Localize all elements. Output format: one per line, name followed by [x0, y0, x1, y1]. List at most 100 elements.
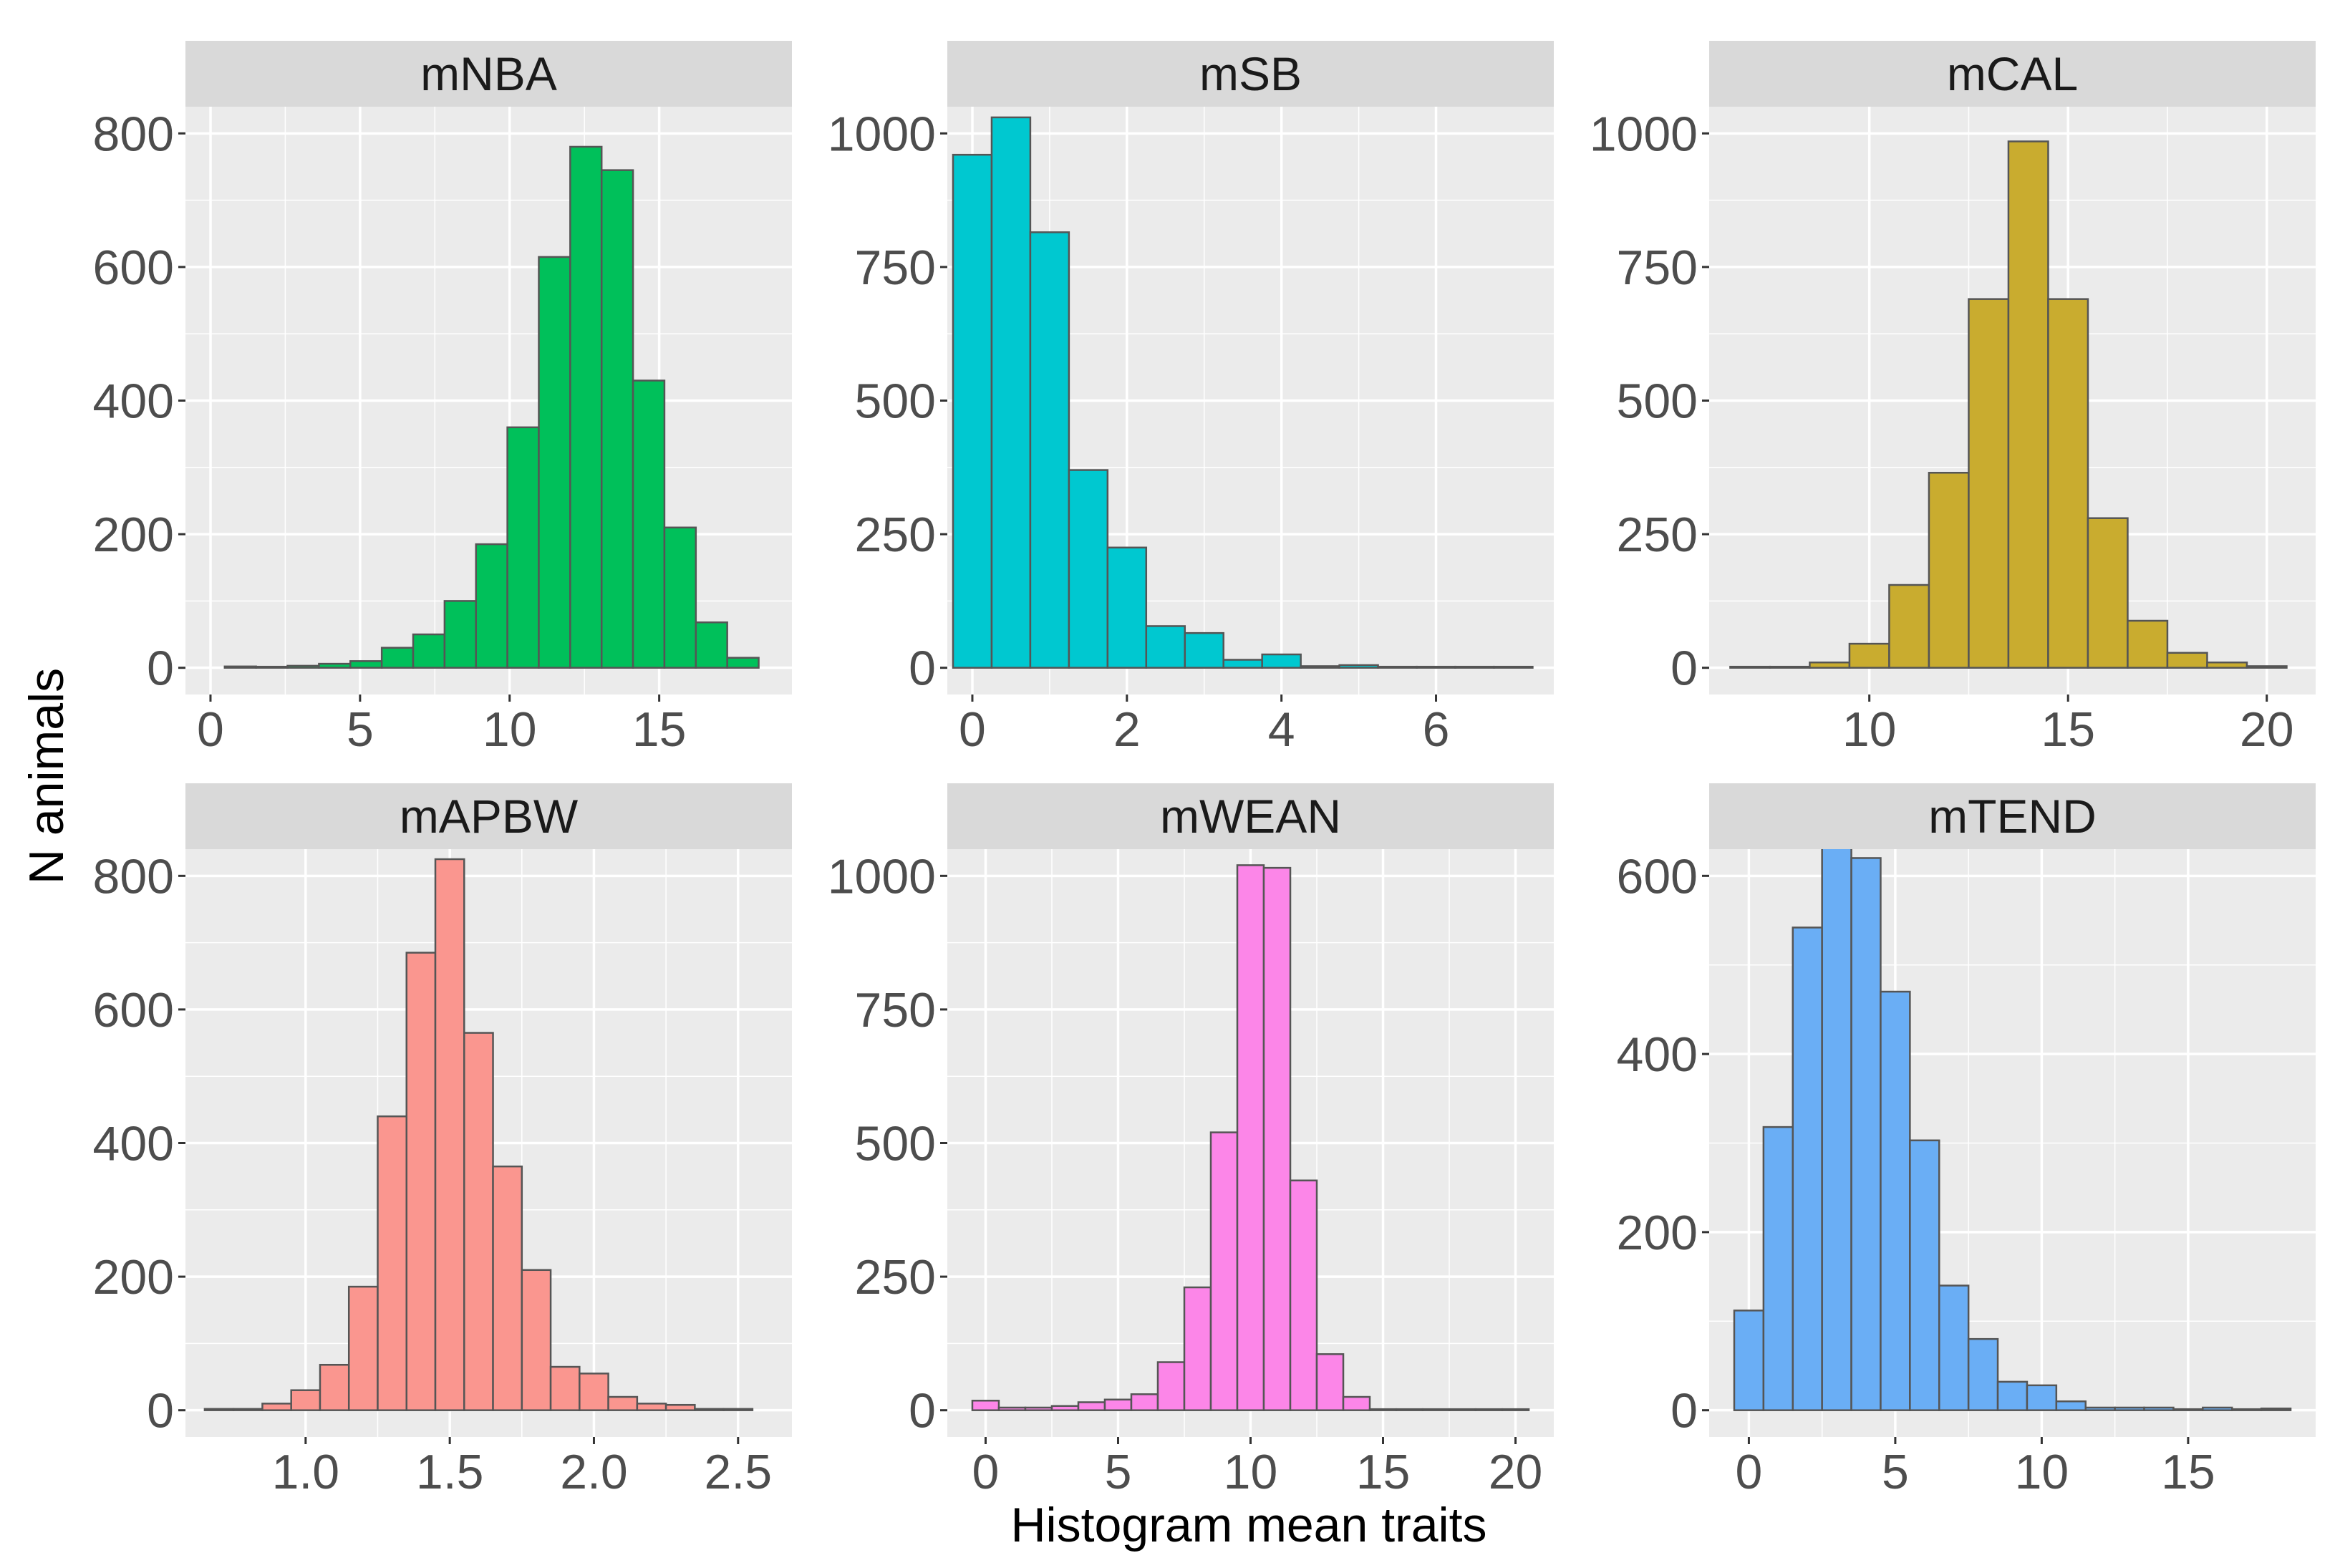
- x-tick-label: 10: [483, 702, 537, 757]
- histogram-bar: [1850, 857, 1882, 1411]
- histogram-bar: [1106, 546, 1148, 669]
- histogram-bar: [2143, 1406, 2175, 1411]
- y-tick-label: 0: [909, 1384, 936, 1438]
- x-tick-label: 0: [959, 702, 986, 757]
- y-tick-label: 500: [1617, 374, 1698, 429]
- x-tick-label: 5: [1105, 1445, 1132, 1499]
- histogram-bar: [2055, 1400, 2087, 1411]
- histogram-bar: [1300, 665, 1340, 669]
- histogram-bar: [2230, 1408, 2263, 1411]
- histogram-bar: [405, 952, 437, 1411]
- x-tick-label: 20: [1489, 1445, 1543, 1499]
- histogram-bar: [255, 665, 289, 669]
- histogram-bar: [521, 1269, 552, 1411]
- histogram-bar: [1501, 1408, 1530, 1411]
- x-tick-label: 0: [972, 1445, 1000, 1499]
- histogram-bar: [1315, 1353, 1345, 1411]
- histogram-bar: [2127, 619, 2169, 669]
- histogram-bar: [2206, 661, 2248, 669]
- histogram-bar: [1262, 866, 1292, 1411]
- histogram-bar: [1183, 1286, 1212, 1411]
- histogram-bar: [694, 1408, 725, 1411]
- histogram-bar: [971, 1399, 1000, 1411]
- histogram-bar: [990, 116, 1032, 669]
- facet-mnba: mNBA 0 200 400 600 800 0 5 10 15: [93, 41, 792, 757]
- histogram-bar: [695, 621, 728, 669]
- y-tick-label: 0: [909, 642, 936, 696]
- facet-msb: mSB 0 250 500 750 1000 0 2 4 6: [828, 41, 1554, 757]
- y-tick-label: 600: [1617, 849, 1698, 904]
- histogram-bar: [1762, 1126, 1794, 1411]
- y-tick-label: 1000: [828, 849, 936, 904]
- histogram-bar: [492, 1165, 523, 1411]
- y-tick-label: 800: [93, 849, 174, 904]
- y-tick-label: 800: [93, 107, 174, 161]
- y-tick-label: 200: [1617, 1206, 1698, 1260]
- histogram-bar: [319, 1363, 350, 1411]
- histogram-bar: [1024, 1406, 1053, 1411]
- histogram-bar: [664, 1403, 696, 1411]
- histogram-bar: [1145, 625, 1186, 669]
- histogram-bar: [434, 858, 465, 1411]
- y-tick-label: 400: [1617, 1027, 1698, 1082]
- histogram-bar: [1236, 864, 1265, 1411]
- facet-title: mNBA: [420, 47, 557, 100]
- y-tick-label: 250: [855, 1250, 936, 1305]
- histogram-bar: [2202, 1406, 2233, 1411]
- x-tick-label: 5: [1882, 1445, 1909, 1499]
- histogram-bar: [1909, 1139, 1940, 1411]
- facet-mwean: mWEAN 0 250 500 750 1000 0 5 10 15 20: [828, 783, 1554, 1499]
- histogram-bar: [1050, 1405, 1080, 1411]
- histogram-bar: [1342, 1395, 1371, 1411]
- histogram-bar: [349, 660, 383, 669]
- histogram-bar: [632, 379, 666, 669]
- histogram-bar: [579, 1373, 609, 1411]
- facet-title: mAPBW: [400, 790, 579, 843]
- histogram-bar: [1077, 1401, 1106, 1411]
- histogram-bar: [1130, 1393, 1159, 1411]
- x-tick-label: 2.0: [560, 1445, 628, 1499]
- facet-strip: [1709, 41, 2316, 107]
- y-tick-label: 1000: [828, 107, 936, 161]
- histogram-bar: [2166, 652, 2208, 669]
- histogram-bar: [380, 647, 415, 669]
- x-tick-label: 6: [1423, 702, 1450, 757]
- x-tick-label: 2: [1113, 702, 1141, 757]
- facet-mapbw: mAPBW 0 200 400 600 800 1.0 1.5 2.0 2.5: [93, 783, 792, 1499]
- histogram-bar: [506, 426, 540, 669]
- histogram-bar: [1338, 664, 1379, 669]
- histogram-bar: [663, 526, 697, 669]
- x-tick-label: 2.5: [705, 1445, 773, 1499]
- histogram-bar: [2114, 1406, 2145, 1411]
- histogram-bar: [722, 1408, 754, 1411]
- histogram-bar: [203, 1408, 235, 1411]
- x-tick-label: 5: [347, 702, 374, 757]
- histogram-bar: [2047, 298, 2089, 669]
- histogram-bar: [475, 543, 508, 669]
- facet-strip: [185, 783, 792, 849]
- histogram-bar: [2026, 1384, 2058, 1411]
- y-tick-label: 500: [855, 1117, 936, 1171]
- histogram-bar: [1395, 1408, 1424, 1411]
- facet-title: mWEAN: [1160, 790, 1341, 843]
- histogram-bar: [286, 664, 320, 669]
- histogram-bar: [1996, 1380, 2029, 1411]
- histogram-bar: [412, 633, 446, 669]
- histogram-bar: [1792, 926, 1823, 1411]
- y-axis-title: N animals: [19, 668, 74, 884]
- histogram-bar: [1888, 584, 1930, 669]
- x-tick-label: 4: [1268, 702, 1295, 757]
- histogram-bar: [1261, 653, 1302, 669]
- y-tick-label: 250: [855, 508, 936, 562]
- histogram-bar: [607, 1395, 639, 1411]
- facet-strip: [947, 41, 1554, 107]
- histogram-bar: [1454, 665, 1495, 669]
- x-tick-label: 1.0: [272, 1445, 340, 1499]
- histogram-bar: [1184, 631, 1224, 669]
- histogram-bar: [636, 1403, 667, 1411]
- histogram-bar: [1968, 298, 2010, 669]
- y-tick-label: 400: [93, 1117, 174, 1171]
- histogram-bar: [1967, 1337, 1999, 1411]
